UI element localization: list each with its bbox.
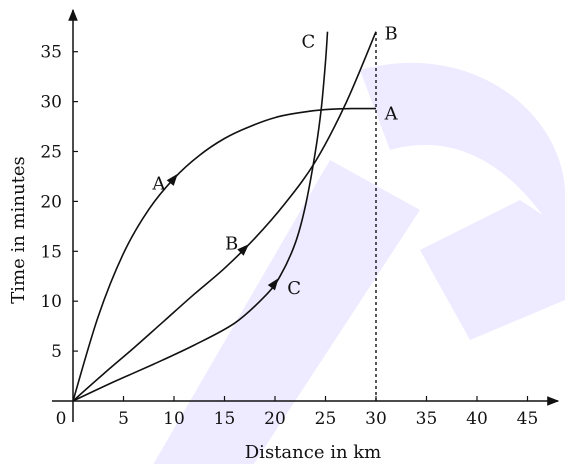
y-tick-label: 15 — [40, 242, 62, 262]
curve-label-b: B — [225, 233, 238, 254]
x-tick-label: 10 — [163, 409, 185, 429]
x-tick-label: 30 — [365, 409, 387, 429]
curve-labels-layer: A A B B C C — [151, 24, 398, 299]
tick-layer: 5 10 15 20 25 30 35 40 45 5 10 15 20 25 30 35 — [40, 43, 538, 429]
y-tick-label: 10 — [40, 292, 62, 312]
y-axis-title: Time in minutes — [8, 156, 29, 303]
x-axis-title: Distance in km — [245, 442, 382, 463]
x-tick-label: 40 — [466, 409, 488, 429]
curve-label-a: A — [151, 173, 166, 194]
arrowhead-b — [237, 244, 249, 256]
y-tick-label: 30 — [40, 93, 62, 113]
x-tick-label: 15 — [214, 409, 236, 429]
curve-a — [72, 107, 377, 402]
axes — [52, 8, 560, 422]
y-tick-label: 20 — [40, 192, 62, 212]
curve-label-c: C — [287, 278, 301, 299]
curve-label-b: B — [385, 24, 398, 45]
curve-label-a: A — [384, 104, 399, 125]
curve-label-c: C — [301, 32, 315, 53]
x-tick-label: 35 — [416, 409, 438, 429]
watermark-shape — [420, 200, 565, 340]
x-tick-label: 45 — [517, 409, 539, 429]
y-tick-label: 25 — [40, 143, 62, 163]
curve-b — [72, 31, 377, 402]
x-tick-label: 5 — [118, 409, 129, 429]
arrowhead-a — [166, 173, 178, 186]
watermark-shape — [360, 62, 565, 250]
origin-label: 0 — [56, 409, 67, 429]
series-layer — [72, 31, 377, 402]
x-tick-label: 20 — [264, 409, 286, 429]
watermark — [153, 62, 565, 464]
curve-c — [72, 31, 329, 402]
y-tick-label: 35 — [40, 43, 62, 63]
y-tick-label: 5 — [51, 342, 62, 362]
arrowhead-c — [267, 278, 279, 291]
watermark-shape — [153, 160, 420, 464]
x-tick-label: 25 — [315, 409, 337, 429]
